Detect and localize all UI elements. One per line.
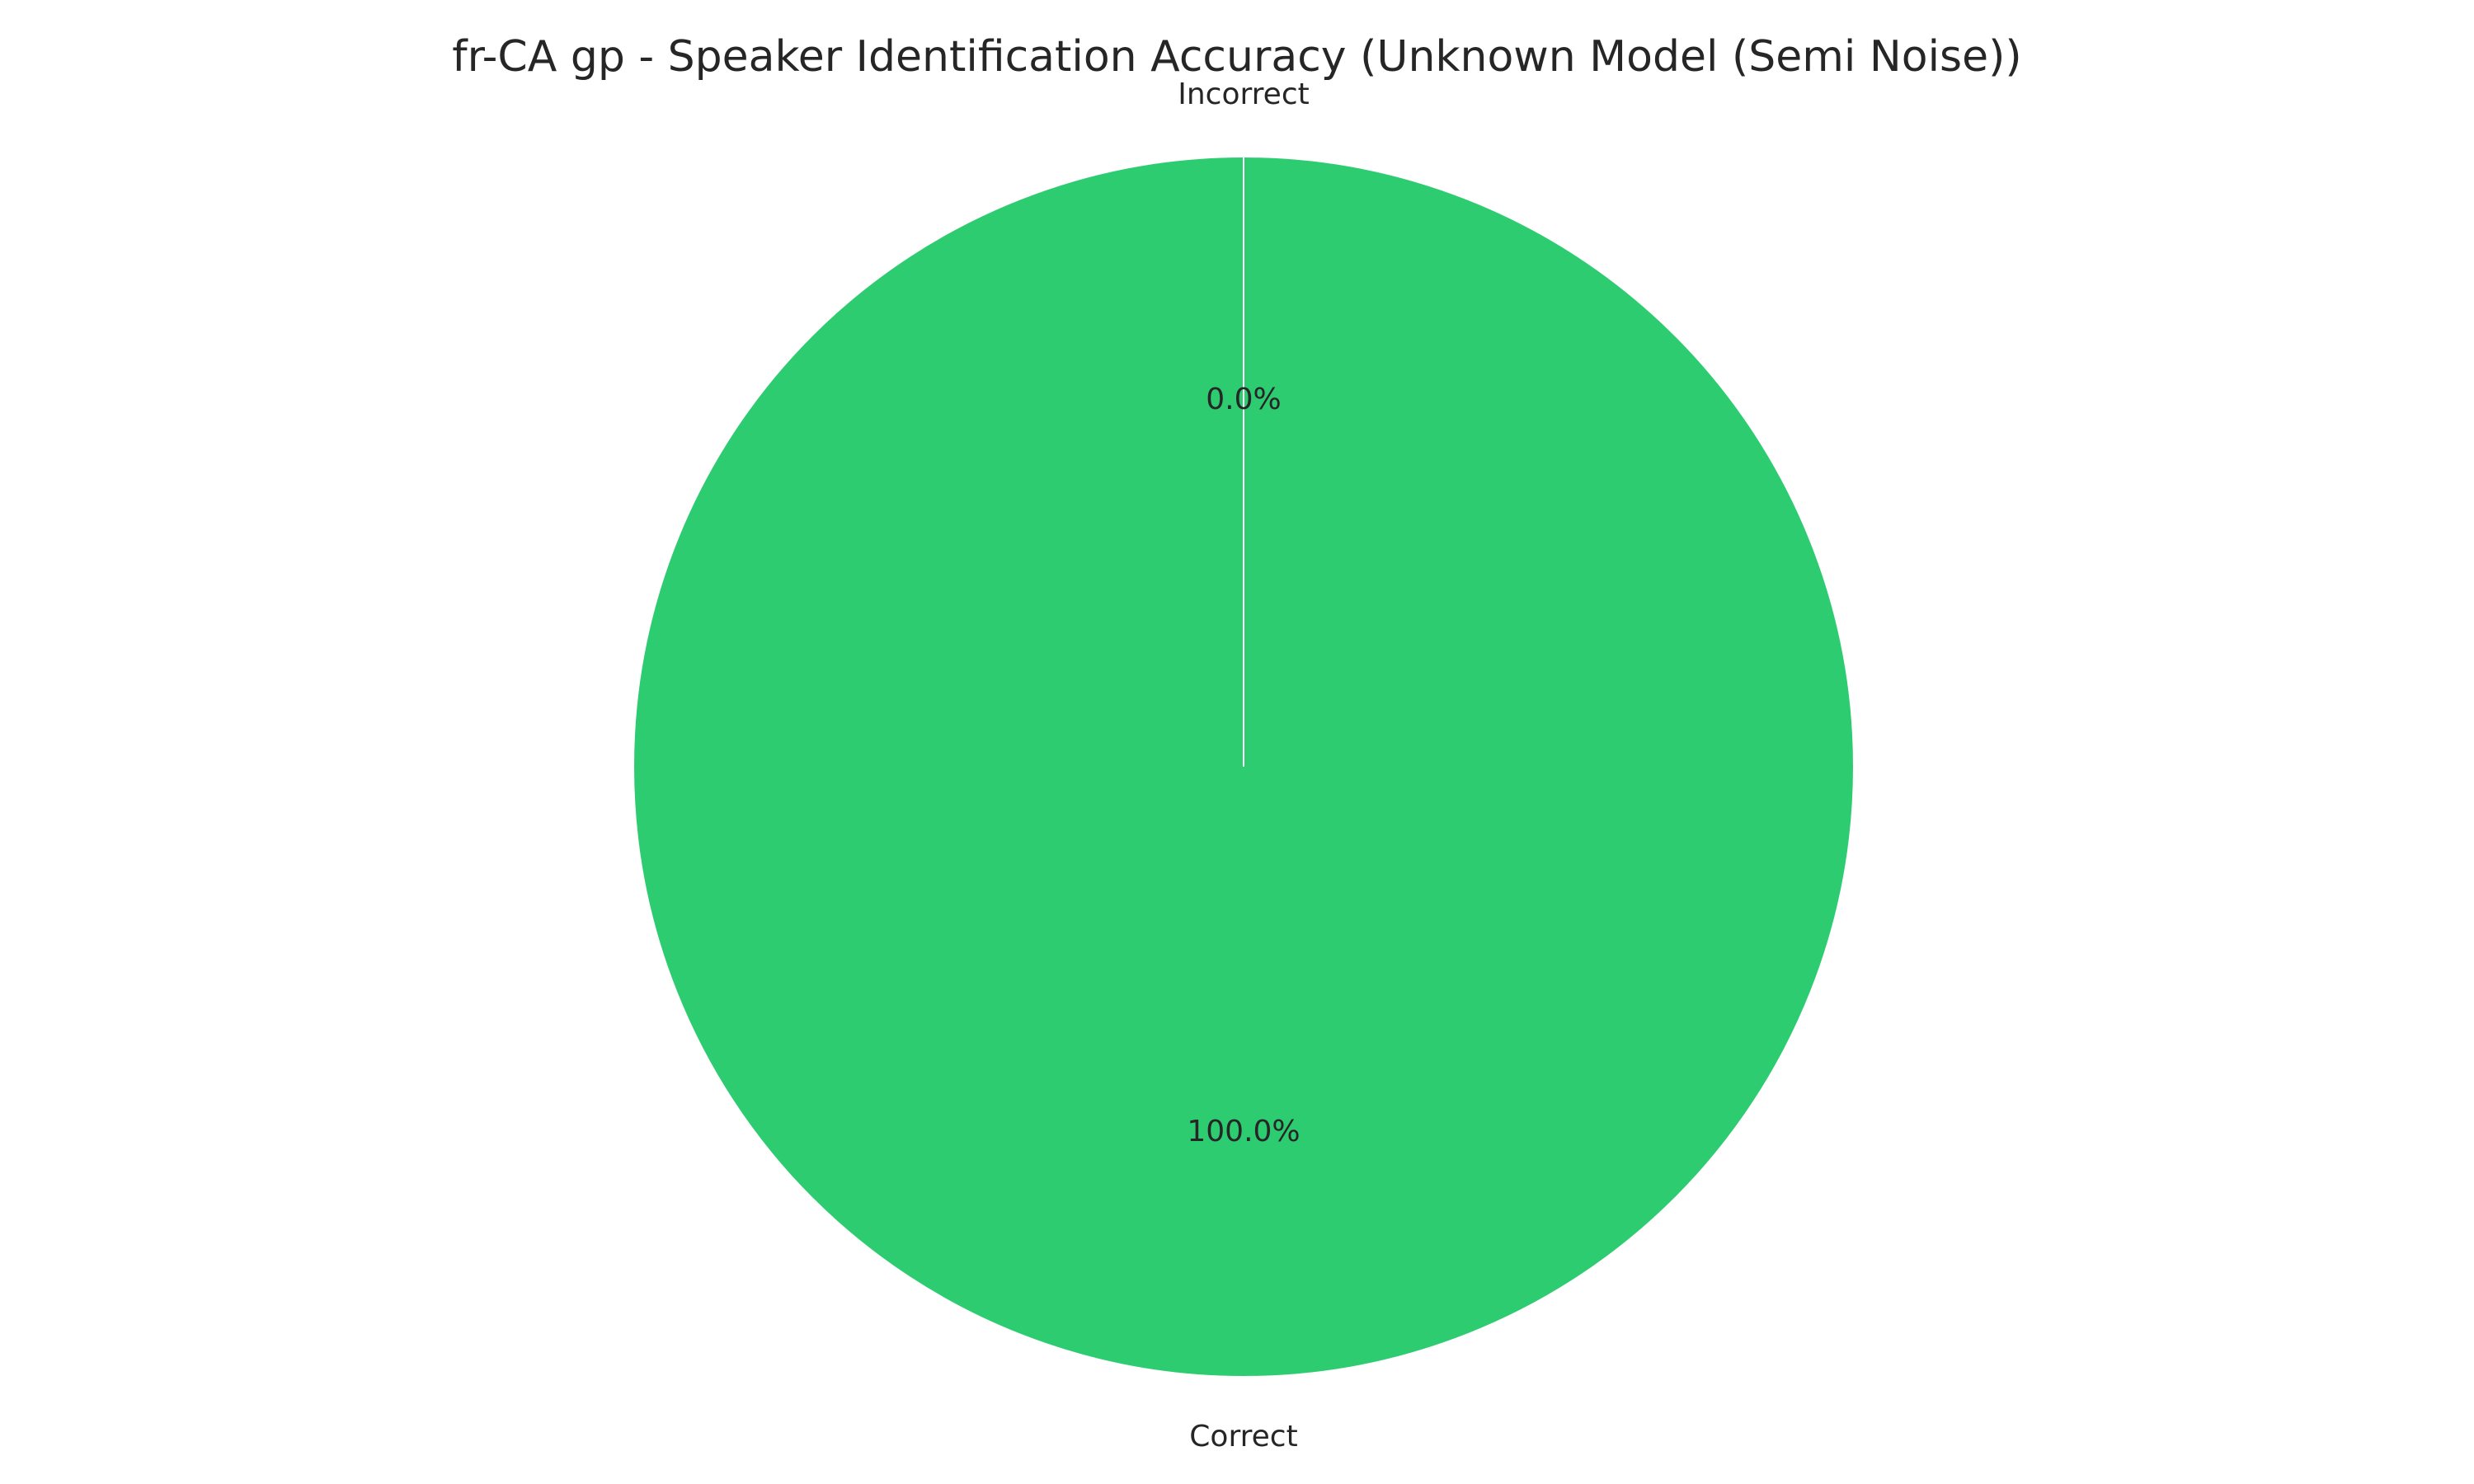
chart-title: fr-CA gp - Speaker Identification Accura… (452, 32, 2021, 82)
slice-label-incorrect: Incorrect (1178, 77, 1310, 111)
pie-slices (633, 156, 1855, 1378)
slice-label-correct: Correct (1189, 1420, 1297, 1453)
slice-percent-correct: 100.0% (1187, 1115, 1300, 1148)
slice-percent-incorrect: 0.0% (1206, 383, 1281, 416)
pie-labels: Correct 100.0% Incorrect 0.0% (1178, 77, 1310, 1453)
